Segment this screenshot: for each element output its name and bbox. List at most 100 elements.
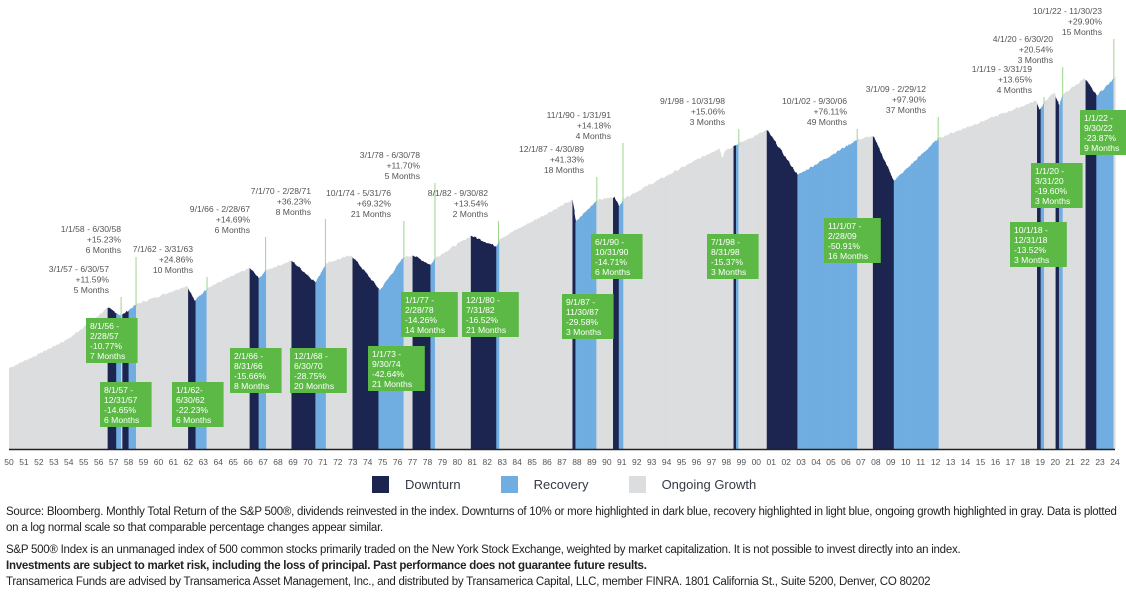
x-tick-label: 50	[4, 457, 14, 467]
label-box-line: 6 Months	[176, 415, 211, 425]
x-tick-label: 82	[483, 457, 493, 467]
x-tick-label: 24	[1110, 457, 1120, 467]
recovery-label-line: 4/1/20 - 6/30/20	[993, 34, 1053, 44]
recovery-label-line: +69.32%	[357, 199, 392, 209]
recovery-label-line: 6 Months	[86, 245, 121, 255]
x-tick-label: 84	[512, 457, 522, 467]
x-tick-label: 65	[228, 457, 238, 467]
index-note: S&P 500® Index is an unmanaged index of …	[6, 544, 961, 556]
recovery-label-line: 11/1/90 - 1/31/91	[547, 110, 612, 120]
x-tick-label: 69	[288, 457, 298, 467]
recovery-label-line: 10 Months	[153, 265, 193, 275]
downturn-label-box: 12/1/68 -6/30/70-28.75%20 Months	[290, 348, 347, 393]
label-box-line: 8/1/57 -	[104, 385, 133, 395]
recovery-label-line: 3 Months	[1018, 55, 1053, 65]
x-tick-label: 89	[587, 457, 597, 467]
source-note: Source: Bloomberg. Monthly Total Return …	[6, 506, 1117, 534]
x-tick-label: 92	[632, 457, 642, 467]
x-tick-label: 19	[1036, 457, 1046, 467]
label-box-line: -14.65%	[104, 405, 136, 415]
label-box-line: 2/28/09	[828, 231, 857, 241]
x-tick-label: 86	[542, 457, 552, 467]
x-tick-label: 14	[961, 457, 971, 467]
label-box-background	[707, 234, 759, 279]
x-tick-label: 56	[94, 457, 104, 467]
distributor-note: Transamerica Funds are advised by Transa…	[6, 576, 931, 588]
x-tick-label: 58	[124, 457, 134, 467]
x-tick-label: 81	[468, 457, 478, 467]
label-box-line: 3 Months	[711, 267, 746, 277]
x-tick-label: 91	[617, 457, 627, 467]
label-box-line: -15.66%	[234, 371, 266, 381]
x-tick-label: 85	[527, 457, 537, 467]
x-tick-label: 97	[707, 457, 717, 467]
x-tick-label: 03	[796, 457, 806, 467]
label-box-line: 2/28/78	[405, 305, 434, 315]
label-box-line: 10/31/90	[595, 247, 629, 257]
downturn-label-box: 6/1/90 -10/31/90-14.71%6 Months	[591, 234, 643, 279]
label-box-line: -14.26%	[405, 315, 437, 325]
x-tick-label: 96	[692, 457, 702, 467]
x-tick-label: 10	[901, 457, 911, 467]
x-tick-label: 98	[722, 457, 732, 467]
x-tick-label: 70	[303, 457, 313, 467]
x-tick-label: 63	[199, 457, 209, 467]
label-box-line: 9/30/74	[372, 359, 401, 369]
label-box-line: 14 Months	[405, 325, 445, 335]
x-tick-label: 07	[856, 457, 866, 467]
x-tick-label: 60	[154, 457, 164, 467]
label-box-line: 2/1/66 -	[234, 351, 263, 361]
x-tick-label: 95	[677, 457, 687, 467]
recovery-label-line: 3 Months	[690, 117, 725, 127]
recovery-label-line: 5 Months	[385, 171, 420, 181]
label-box-line: 7/31/82	[466, 305, 495, 315]
label-box-background	[230, 348, 282, 393]
recovery-label-line: +11.59%	[75, 275, 109, 285]
x-tick-label: 05	[826, 457, 836, 467]
label-box-line: 1/1/20 -	[1035, 166, 1064, 176]
label-box-background	[100, 382, 152, 427]
label-box-line: 3 Months	[566, 327, 601, 337]
label-box-line: 8/31/98	[711, 247, 740, 257]
label-box-background	[1031, 163, 1083, 208]
recovery-label-line: +29.90%	[1068, 17, 1103, 27]
recovery-label-line: +36.23%	[277, 197, 312, 207]
label-box-line: 12/31/57	[104, 395, 138, 405]
legend: Downturn Recovery Ongoing Growth	[372, 476, 796, 493]
recovery-label-line: 18 Months	[544, 165, 584, 175]
x-tick-label: 72	[333, 457, 343, 467]
legend-swatch-growth	[628, 476, 646, 493]
x-tick-label: 99	[737, 457, 747, 467]
label-box-line: 9/1/87 -	[566, 297, 595, 307]
label-box-line: 6/30/62	[176, 395, 205, 405]
downturn-label-box: 10/1/18 -12/31/18-13.52%3 Months	[1010, 222, 1067, 267]
downturn-label-box: 1/1/77 -2/28/78-14.26%14 Months	[401, 292, 458, 337]
legend-swatch-recovery	[500, 476, 518, 493]
label-box-background	[401, 292, 458, 337]
x-tick-label: 16	[991, 457, 1001, 467]
recovery-label-line: 15 Months	[1062, 27, 1102, 37]
x-tick-label: 51	[19, 457, 29, 467]
recovery-label-line: +11.70%	[386, 161, 420, 171]
downturn-label-box: 2/1/66 -8/31/66-15.66%8 Months	[230, 348, 282, 393]
legend-swatch-downturn	[372, 476, 389, 493]
x-tick-label: 79	[438, 457, 448, 467]
label-box-background	[368, 346, 425, 391]
recovery-label-line: 4 Months	[576, 131, 611, 141]
label-box-line: 16 Months	[828, 251, 868, 261]
x-tick-label: 13	[946, 457, 956, 467]
label-box-line: 21 Months	[466, 325, 506, 335]
x-tick-label: 23	[1095, 457, 1105, 467]
label-box-line: 21 Months	[372, 379, 412, 389]
x-tick-label: 68	[273, 457, 283, 467]
downturn-label-box: 1/1/22 -9/30/22-23.87%9 Months	[1080, 110, 1126, 155]
label-box-line: 8 Months	[234, 381, 269, 391]
label-box-line: 6/30/70	[294, 361, 323, 371]
label-box-line: 1/1/73 -	[372, 349, 401, 359]
label-box-line: 9/30/22	[1084, 123, 1113, 133]
legend-item-downturn: Downturn	[372, 476, 461, 493]
recovery-label-line: 21 Months	[351, 209, 391, 219]
recovery-label-line: +15.23%	[87, 235, 122, 245]
x-tick-label: 20	[1050, 457, 1060, 467]
label-box-line: 8/1/56 -	[90, 321, 119, 331]
